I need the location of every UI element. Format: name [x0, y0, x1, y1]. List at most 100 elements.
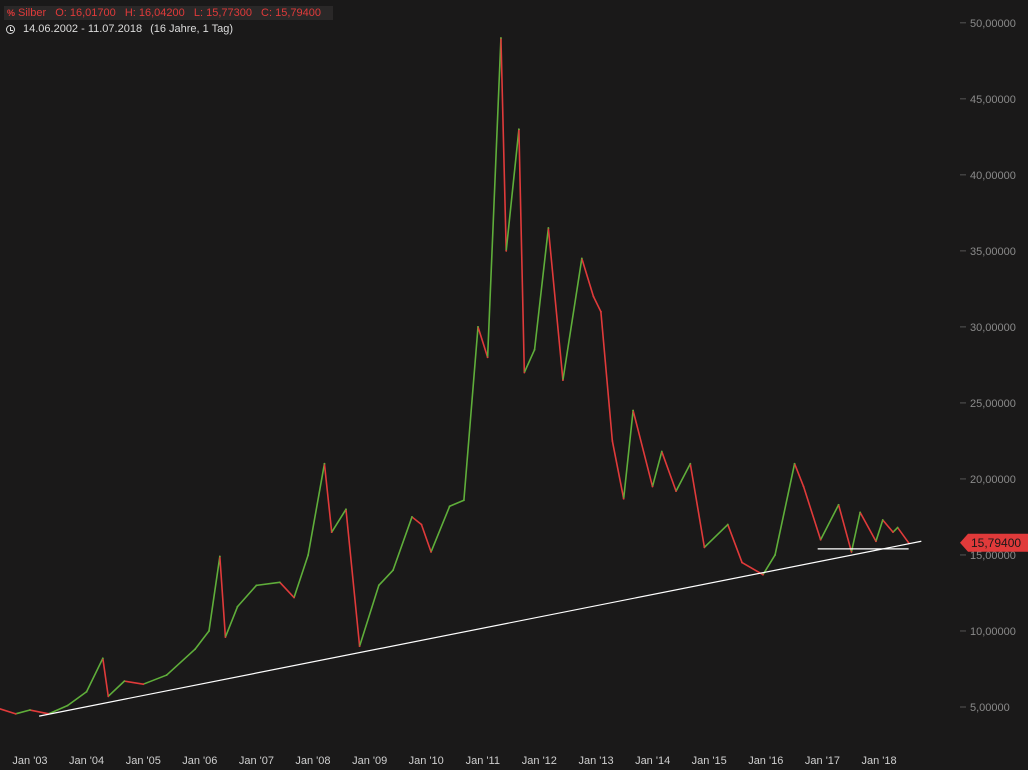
price-point [622, 497, 625, 500]
price-segment [600, 310, 614, 442]
y-tick-label: 50,00000 [970, 18, 1016, 30]
price-point [293, 596, 295, 599]
price-segment [651, 450, 663, 488]
price-segment [85, 657, 104, 693]
y-tick-label: 25,00000 [970, 398, 1016, 410]
price-segment [430, 505, 451, 553]
price-point [66, 704, 69, 707]
price-segment [533, 227, 550, 351]
price-segment [102, 657, 110, 698]
instrument-icon: % [6, 8, 15, 18]
price-point [533, 348, 536, 351]
price-segment [741, 561, 764, 576]
price-segment [107, 680, 126, 698]
price-point [142, 683, 145, 686]
price-point [194, 648, 196, 651]
price-segment [622, 409, 634, 500]
ohlc-info-bar: % Silber O: 16,01700 H: 16,04200 L: 15,77… [4, 6, 333, 20]
price-point [523, 371, 526, 374]
price-segment [330, 508, 347, 533]
price-segment [293, 554, 309, 599]
price-point [859, 511, 862, 514]
price-point [726, 523, 729, 526]
y-tick-label: 35,00000 [970, 246, 1016, 258]
instrument-name: Silber [18, 7, 47, 19]
price-point [218, 555, 221, 558]
price-segment [632, 409, 654, 488]
price-segment [323, 462, 333, 533]
price-segment [477, 326, 489, 359]
price-segment [29, 709, 50, 715]
price-segment [165, 648, 196, 676]
price-point [892, 531, 894, 534]
price-point [660, 450, 663, 453]
price-point [224, 636, 227, 638]
price-segment [850, 511, 861, 553]
price-point [307, 554, 310, 556]
price-point [632, 409, 635, 412]
y-axis: 5,00000 10,00000 15,00000 20,00000 25,00000 3… [960, 18, 1016, 714]
price-point [255, 584, 258, 587]
x-tick-label: Jan '03 [12, 755, 47, 767]
price-segment [523, 348, 536, 374]
price-point [741, 561, 743, 564]
price-segment [66, 690, 88, 707]
price-segment [581, 257, 595, 298]
price-segment [726, 523, 743, 564]
price-point [518, 128, 520, 131]
x-tick-label: Jan '12 [522, 755, 557, 767]
date-range: 14.06.2002 - 11.07.2018 [23, 23, 143, 35]
x-tick-label: Jan '04 [69, 755, 104, 767]
price-point [208, 630, 210, 632]
price-point [896, 526, 899, 529]
price-segment [859, 511, 877, 543]
low-value: 15,77300 [206, 7, 252, 19]
price-segment [793, 462, 805, 488]
price-segment [142, 674, 168, 685]
price-segment [448, 499, 465, 508]
price-segment [802, 485, 822, 541]
y-tick-label: 45,00000 [970, 94, 1016, 106]
x-tick-label: Jan '13 [579, 755, 614, 767]
price-segment [219, 555, 227, 638]
price-segment [411, 516, 423, 526]
x-tick-label: Jan '15 [692, 755, 727, 767]
high-value: 16,04200 [138, 7, 185, 19]
price-point [875, 540, 877, 543]
price-point [477, 325, 479, 328]
x-axis: Jan '03 Jan '04 Jan '05 Jan '06 Jan '07 Jan '… [12, 755, 896, 767]
price-point [774, 554, 776, 556]
price-segment [500, 37, 507, 252]
price-segment [14, 709, 31, 715]
price-point [448, 505, 451, 508]
annotations [39, 540, 922, 717]
y-tick-label: 40,00000 [970, 170, 1016, 182]
price-segment [123, 680, 145, 685]
price-point [85, 690, 88, 693]
x-tick-label: Jan '11 [466, 755, 500, 767]
price-point [236, 605, 239, 608]
price-point [762, 573, 764, 576]
price-point [505, 249, 508, 252]
trend-line[interactable] [39, 540, 922, 717]
date-range-info: 14.06.2002 - 11.07.2018 (16 Jahre, 1 Tag) [4, 22, 241, 36]
price-point [599, 310, 602, 313]
price-series [0, 37, 910, 715]
price-segment [774, 462, 796, 556]
price-point [562, 379, 564, 382]
x-tick-label: Jan '09 [352, 755, 387, 767]
price-segment [881, 519, 894, 533]
price-point [420, 523, 423, 526]
price-point [850, 551, 853, 553]
price-point [837, 503, 840, 506]
x-tick-label: Jan '14 [635, 755, 670, 767]
price-point [278, 581, 281, 584]
price-point [165, 674, 168, 676]
price-segment [208, 555, 221, 632]
last-price-value: 15,79400 [971, 536, 1021, 550]
price-point [14, 712, 17, 715]
price-point [689, 462, 692, 465]
price-point [462, 499, 465, 502]
price-point [592, 295, 595, 298]
